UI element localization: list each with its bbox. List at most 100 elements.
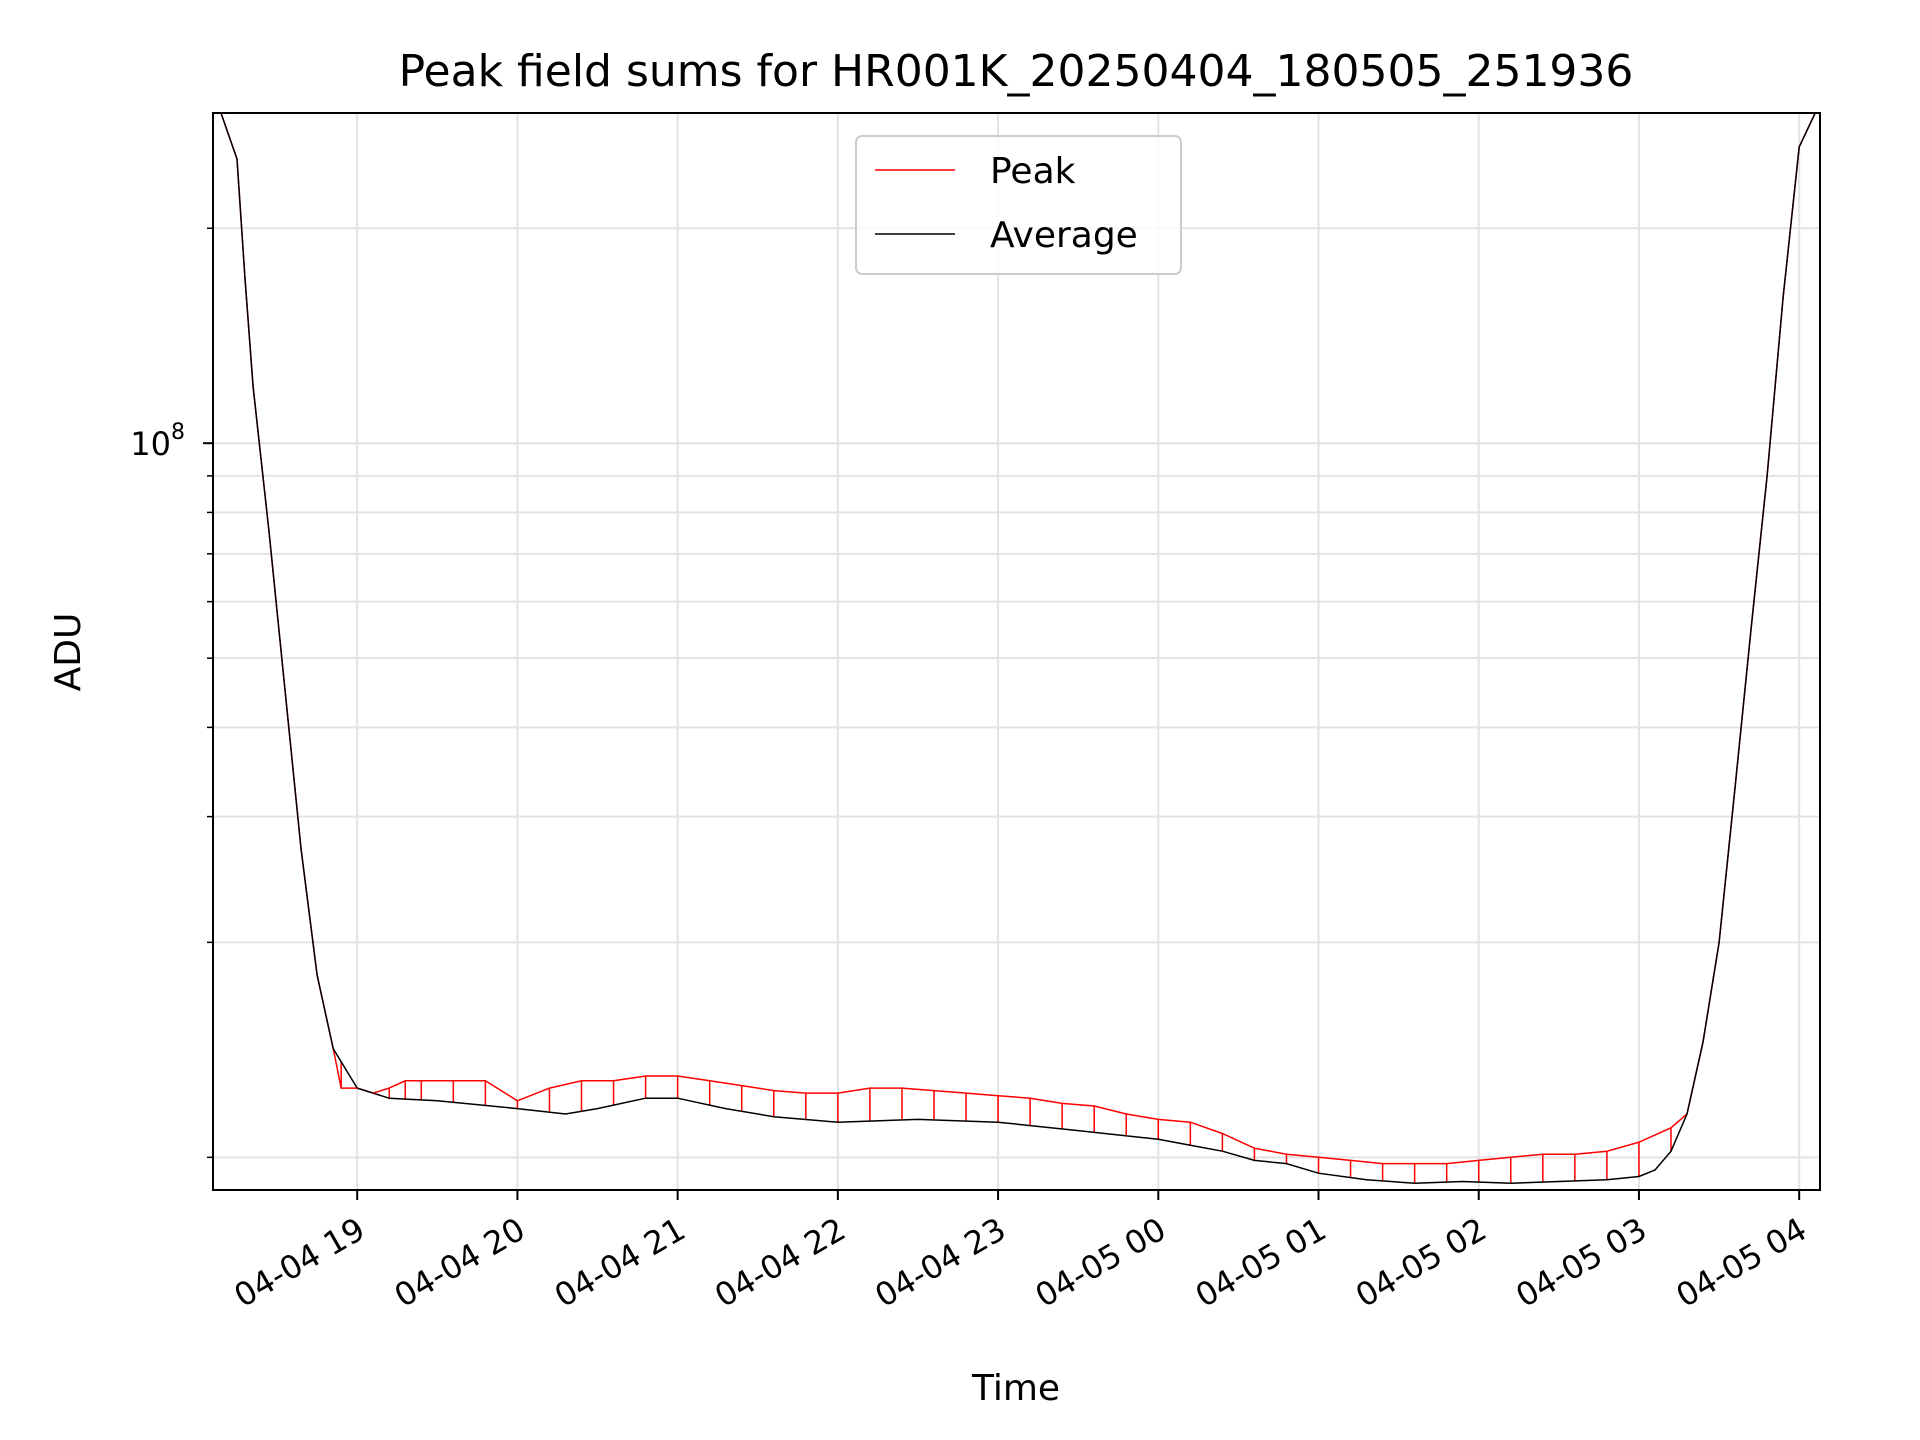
legend-label-average: Average bbox=[990, 215, 1138, 256]
peak-point bbox=[709, 1080, 711, 1082]
peak-point bbox=[1285, 1153, 1288, 1155]
peak-point bbox=[677, 1075, 679, 1077]
peak-point bbox=[580, 1080, 583, 1082]
peak-point bbox=[1606, 1150, 1608, 1152]
peak-point bbox=[1189, 1121, 1191, 1123]
average-point bbox=[1317, 1172, 1320, 1174]
legend-label-peak: Peak bbox=[990, 151, 1076, 192]
peak-point bbox=[1093, 1105, 1095, 1107]
peak-point bbox=[1510, 1156, 1512, 1158]
average-point bbox=[1654, 1169, 1656, 1171]
average-point bbox=[244, 278, 246, 280]
peak-point bbox=[1542, 1153, 1544, 1155]
peak-point bbox=[1029, 1097, 1031, 1099]
average-point bbox=[332, 1047, 334, 1050]
peak-point bbox=[901, 1087, 903, 1089]
peak-point bbox=[1317, 1156, 1320, 1158]
average-point bbox=[436, 1100, 438, 1102]
peak-point bbox=[1157, 1118, 1159, 1121]
peak-point bbox=[372, 1092, 374, 1094]
average-point bbox=[1253, 1159, 1256, 1162]
average-point bbox=[1414, 1182, 1416, 1184]
peak-point bbox=[965, 1092, 967, 1094]
average-series-line bbox=[213, 113, 1816, 1184]
peak-point bbox=[1670, 1127, 1672, 1129]
peak-point bbox=[340, 1087, 342, 1089]
average-point bbox=[997, 1121, 999, 1123]
average-point bbox=[252, 386, 254, 388]
average-point bbox=[1638, 1175, 1640, 1178]
peak-point bbox=[1382, 1162, 1384, 1165]
peak-point bbox=[404, 1080, 406, 1082]
peak-point bbox=[1221, 1132, 1223, 1135]
peak-point bbox=[805, 1092, 807, 1094]
average-point bbox=[1221, 1150, 1223, 1152]
average-point bbox=[1462, 1180, 1464, 1183]
peak-point bbox=[1446, 1162, 1448, 1165]
average-point bbox=[725, 1108, 727, 1110]
peak-point bbox=[1253, 1147, 1256, 1149]
peak-point bbox=[1125, 1113, 1127, 1115]
legend: Peak Average bbox=[855, 135, 1182, 275]
peak-point bbox=[1414, 1162, 1416, 1165]
peak-point bbox=[1574, 1153, 1576, 1155]
peak-point bbox=[1349, 1159, 1352, 1162]
average-point bbox=[1157, 1138, 1159, 1140]
average-point bbox=[1750, 628, 1752, 630]
average-point bbox=[1077, 1129, 1079, 1132]
average-point bbox=[1189, 1144, 1191, 1146]
average-point bbox=[316, 974, 318, 976]
average-point bbox=[1782, 296, 1784, 299]
peak-point bbox=[388, 1087, 390, 1089]
average-point bbox=[300, 848, 302, 850]
grid-lines bbox=[213, 113, 1820, 1190]
x-axis-label: Time bbox=[971, 1368, 1060, 1409]
peak-point bbox=[356, 1087, 358, 1089]
average-point bbox=[1686, 1113, 1688, 1115]
chart-title: Peak field sums for HR001K_20250404_1805… bbox=[399, 46, 1634, 97]
peak-point bbox=[516, 1100, 519, 1102]
average-point bbox=[1510, 1182, 1512, 1184]
peak-point bbox=[548, 1087, 551, 1089]
peak-point bbox=[420, 1080, 422, 1082]
average-point bbox=[1798, 146, 1800, 148]
peak-series-line bbox=[213, 113, 1816, 1165]
average-point bbox=[516, 1108, 519, 1110]
average-point bbox=[837, 1121, 839, 1123]
average-point bbox=[1606, 1179, 1608, 1181]
average-point bbox=[1670, 1150, 1672, 1152]
average-point bbox=[388, 1097, 390, 1099]
plot-area bbox=[213, 113, 1816, 1184]
peak-point bbox=[773, 1090, 775, 1092]
average-point bbox=[1718, 941, 1720, 943]
average-point bbox=[1285, 1162, 1288, 1165]
average-point bbox=[596, 1108, 599, 1110]
axes-frame bbox=[212, 112, 1821, 1191]
average-point bbox=[1734, 786, 1736, 788]
average-point bbox=[236, 158, 238, 160]
average-point bbox=[1365, 1179, 1368, 1181]
peak-point bbox=[484, 1080, 486, 1082]
average-point bbox=[1766, 475, 1768, 477]
y-axis-label: ADU bbox=[48, 613, 89, 692]
peak-point bbox=[452, 1080, 454, 1082]
average-point bbox=[677, 1097, 679, 1099]
average-point bbox=[644, 1097, 647, 1099]
peak-point bbox=[837, 1092, 839, 1094]
peak-point bbox=[741, 1085, 743, 1087]
peak-point bbox=[612, 1080, 615, 1082]
peak-point bbox=[1478, 1159, 1480, 1162]
average-point bbox=[284, 690, 286, 692]
average-point bbox=[773, 1116, 775, 1118]
average-point bbox=[564, 1113, 567, 1115]
average-point bbox=[268, 531, 270, 534]
peak-point bbox=[933, 1090, 935, 1092]
average-point bbox=[1558, 1180, 1560, 1183]
peak-point bbox=[644, 1075, 647, 1077]
peak-point bbox=[997, 1095, 999, 1097]
average-point bbox=[917, 1118, 919, 1121]
peak-point bbox=[869, 1087, 871, 1089]
y-tick-exponent: 8 bbox=[171, 420, 185, 445]
series-layer bbox=[213, 113, 1816, 1184]
peak-point bbox=[1638, 1141, 1640, 1143]
